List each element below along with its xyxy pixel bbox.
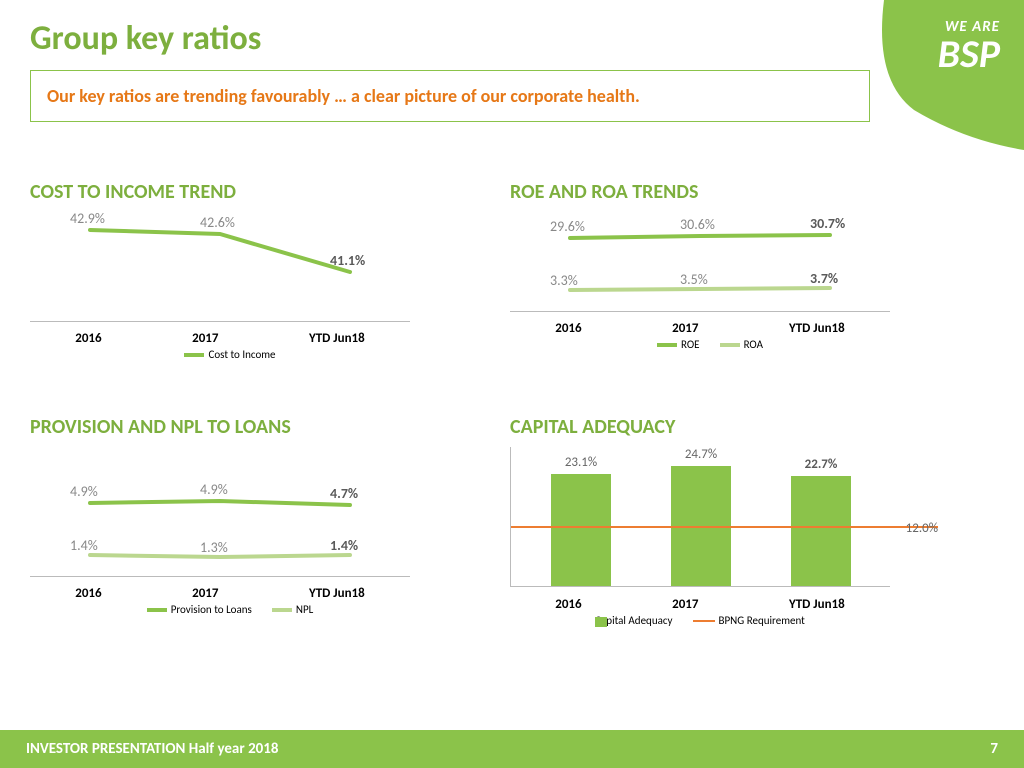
data-label: 1.4%	[70, 537, 98, 554]
legend-label: ROE	[681, 338, 700, 351]
data-label: 1.4%	[330, 537, 358, 554]
chart-legend: Provision to Loans NPL	[30, 603, 430, 616]
data-label: 30.7%	[810, 215, 845, 232]
chart-legend: Capital Adequacy BPNG Requirement	[510, 614, 890, 627]
legend-item: Provision to Loans	[147, 603, 252, 616]
x-axis-labels: 2016 2017 YTD Jun18	[30, 331, 410, 346]
x-axis	[30, 321, 410, 322]
x-axis-labels: 2016 2017 YTD Jun18	[510, 321, 890, 336]
x-axis	[30, 576, 410, 577]
legend-item: NPL	[272, 603, 313, 616]
data-label: 30.6%	[680, 216, 715, 233]
x-label: 2017	[672, 597, 698, 612]
data-label: 3.5%	[680, 271, 708, 288]
line-chart: 42.9% 42.6% 41.1% 2016 2017 YTD Jun18	[30, 212, 410, 342]
data-label: 3.3%	[550, 272, 578, 289]
data-label: 4.9%	[200, 481, 228, 498]
bar	[791, 476, 851, 586]
logo-badge: WE ARE BSP	[844, 0, 1024, 150]
bar-label: 23.1%	[551, 455, 611, 470]
data-label: 3.7%	[810, 270, 838, 287]
legend-item: ROA	[720, 338, 763, 351]
x-label: 2016	[555, 321, 581, 336]
legend-label: Provision to Loans	[171, 603, 252, 616]
chart-title: PROVISION AND NPL TO LOANS	[30, 415, 430, 439]
x-label: 2017	[192, 586, 218, 601]
requirement-label: 12.0%	[906, 521, 938, 536]
x-axis-labels: 2016 2017 YTD Jun18	[510, 597, 890, 612]
requirement-line	[511, 526, 938, 528]
chart-roe-roa: ROE AND ROA TRENDS 29.6% 30.6% 30.7% 3.3…	[510, 180, 910, 351]
page-number: 7	[990, 740, 998, 758]
data-label: 29.6%	[550, 218, 585, 235]
chart-cost-income: COST TO INCOME TREND 42.9% 42.6% 41.1% 2…	[30, 180, 430, 361]
chart-legend: ROE ROA	[510, 338, 910, 351]
data-label: 4.9%	[70, 483, 98, 500]
x-axis	[510, 311, 890, 312]
legend-label: Cost to Income	[208, 348, 275, 361]
legend-item: Capital Adequacy	[595, 614, 672, 627]
x-label: YTD Jun18	[789, 321, 845, 336]
data-label: 41.1%	[330, 252, 365, 269]
x-label: 2017	[192, 331, 218, 346]
chart-title: COST TO INCOME TREND	[30, 180, 430, 204]
line-chart: 29.6% 30.6% 30.7% 3.3% 3.5% 3.7% 2016 20…	[510, 212, 890, 332]
legend-item: Cost to Income	[184, 348, 275, 361]
data-label: 1.3%	[200, 539, 228, 556]
x-label: 2016	[555, 597, 581, 612]
chart-capital-adequacy: CAPITAL ADEQUACY 23.1% 24.7% 22.7% 12.0%…	[510, 415, 950, 627]
x-label: YTD Jun18	[309, 331, 365, 346]
legend-label: NPL	[296, 603, 313, 616]
bar-label: 22.7%	[791, 457, 851, 472]
line-chart: 4.9% 4.9% 4.7% 1.4% 1.3% 1.4% 2016 2017 …	[30, 477, 410, 597]
subtitle-box: Our key ratios are trending favourably ……	[30, 70, 870, 122]
chart-title: CAPITAL ADEQUACY	[510, 415, 950, 439]
x-label: YTD Jun18	[309, 586, 365, 601]
bar-chart: 23.1% 24.7% 22.7% 12.0%	[510, 447, 890, 587]
x-label: 2016	[75, 331, 101, 346]
x-label: YTD Jun18	[789, 597, 845, 612]
x-axis-labels: 2016 2017 YTD Jun18	[30, 586, 410, 601]
footer-bar: INVESTOR PRESENTATION Half year 2018 7	[0, 730, 1024, 768]
chart-provision-npl: PROVISION AND NPL TO LOANS 4.9% 4.9% 4.7…	[30, 415, 430, 616]
data-label: 42.9%	[70, 210, 105, 227]
bar	[551, 474, 611, 586]
legend-item: ROE	[657, 338, 700, 351]
footer-text: INVESTOR PRESENTATION Half year 2018	[26, 740, 278, 758]
bar-label: 24.7%	[671, 447, 731, 462]
chart-legend: Cost to Income	[30, 348, 430, 361]
legend-label: ROA	[744, 338, 763, 351]
chart-title: ROE AND ROA TRENDS	[510, 180, 910, 204]
subtitle-text: Our key ratios are trending favourably ……	[47, 85, 853, 107]
data-label: 4.7%	[330, 485, 358, 502]
x-label: 2017	[672, 321, 698, 336]
x-label: 2016	[75, 586, 101, 601]
page-title: Group key ratios	[30, 18, 261, 59]
data-label: 42.6%	[200, 214, 235, 231]
legend-item: BPNG Requirement	[693, 614, 805, 627]
legend-label: BPNG Requirement	[719, 614, 805, 627]
logo-text: BSP	[938, 36, 1000, 72]
